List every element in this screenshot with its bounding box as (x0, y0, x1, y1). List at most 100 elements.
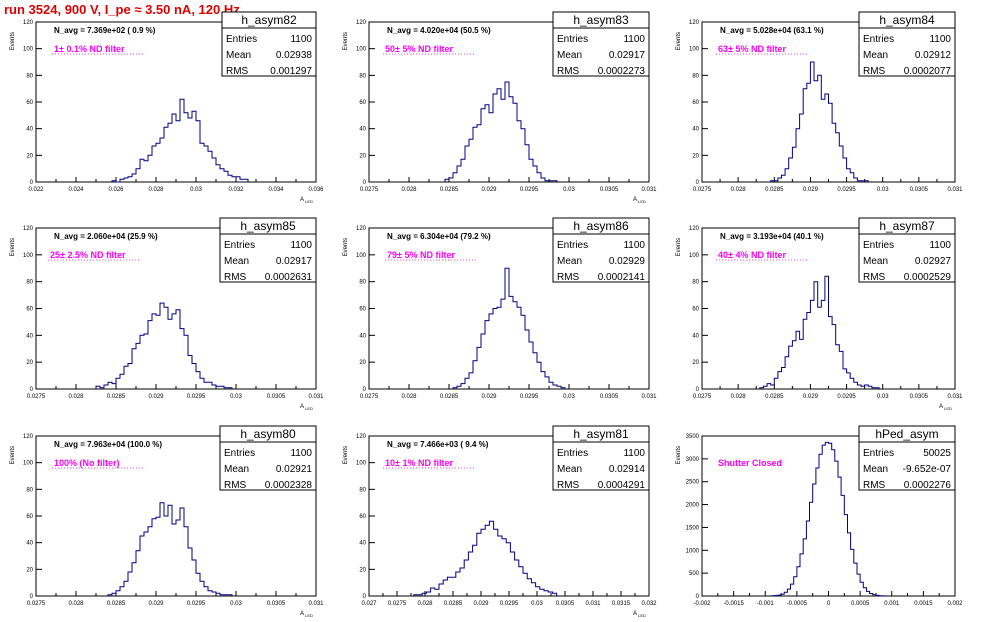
x-tick-label: 0.029 (473, 601, 489, 607)
stats-title: h_asym82 (241, 13, 297, 27)
filter-annotation: Shutter Closed (718, 458, 782, 468)
histogram-line (413, 520, 558, 596)
x-tick-label: 0.028 (731, 394, 747, 400)
y-tick-label: 80 (359, 280, 366, 286)
x-tick-label: 0.031 (641, 394, 657, 400)
y-axis-title: Events (10, 446, 16, 464)
x-tick-label: 0.001 (884, 601, 900, 607)
y-axis-title: Events (10, 238, 16, 256)
stats-title: h_asym87 (879, 219, 935, 233)
y-tick-label: 40 (692, 127, 699, 133)
x-tick-label: -0.002 (693, 601, 711, 607)
stats-box (219, 425, 317, 491)
stats-title: h_asym80 (240, 427, 296, 441)
y-tick-label: 0 (30, 387, 34, 393)
filter-annotation: 63± 5% ND filter (718, 44, 786, 54)
x-axis-title: A LED (300, 404, 313, 411)
panel-h_asym84: 0.0275 0.028 0.0285 0.029 0.0295 0.03 0.0305 0.… (676, 11, 963, 193)
stats-label: RMS (863, 66, 886, 77)
stats-value: 0.0002328 (265, 480, 313, 491)
filter-annotation: 50± 5% ND filter (385, 44, 453, 54)
x-tick-label: 0.032 (228, 187, 244, 193)
y-tick-label: 500 (689, 571, 700, 577)
y-tick-label: 60 (692, 307, 699, 313)
y-tick-label: 100 (689, 253, 700, 259)
stats-title: hPed_asym (875, 427, 938, 441)
panel-hPed_asym: -0.002 -0.0015 -0.001 -0.0005 0 0.0005 0.001 0.… (676, 425, 963, 607)
stats-label: Entries (863, 240, 894, 251)
y-axis-title: Events (343, 32, 349, 50)
stats-value: 0.02917 (276, 256, 313, 267)
stats-label: RMS (557, 66, 580, 77)
x-tick-label: 0.0305 (267, 601, 286, 607)
histogram-line (771, 441, 886, 597)
x-tick-label: 0.0305 (267, 394, 286, 400)
histogram-line (107, 502, 233, 596)
stats-value: 0.02938 (276, 50, 313, 61)
navg-label: N_avg = 3.193e+04 (40.1 %) (720, 232, 824, 241)
stats-box (552, 11, 650, 77)
y-tick-label: 100 (23, 47, 34, 53)
stats-label: Entries (224, 448, 255, 459)
x-tick-label: 0.029 (148, 601, 164, 607)
stats-value: 1100 (290, 240, 312, 251)
stats-title: h_asym86 (573, 219, 629, 233)
stats-value: 0.001297 (270, 66, 312, 77)
x-tick-label: 0.036 (308, 187, 324, 193)
x-tick-label: 0.029 (481, 394, 497, 400)
x-tick-label: 0.03 (230, 601, 242, 607)
y-tick-label: 80 (26, 487, 33, 493)
y-axis-title: Events (676, 32, 682, 50)
stats-value: 0.0002273 (598, 66, 646, 77)
x-tick-label: 0.0285 (440, 394, 459, 400)
stats-value: 0.02917 (609, 50, 646, 61)
panel-h_asym81: 0.027 0.0275 0.028 0.0285 0.029 0.0295 0.03 0.0… (343, 425, 657, 618)
x-tick-label: 0.0285 (765, 187, 784, 193)
x-tick-label: 0.026 (108, 187, 124, 193)
y-tick-label: 120 (689, 20, 700, 26)
y-tick-label: 2000 (686, 503, 700, 509)
y-tick-label: 120 (23, 20, 34, 26)
panel-h_asym85: 0.0275 0.028 0.0285 0.029 0.0295 0.03 0.0305 0.… (10, 217, 324, 411)
stats-value: 0.02927 (915, 256, 952, 267)
histogram-line (452, 267, 566, 389)
y-axis-title: Events (676, 238, 682, 256)
x-tick-label: 0.029 (148, 394, 164, 400)
stats-label: RMS (226, 66, 249, 77)
x-tick-label: 0.0285 (107, 601, 126, 607)
filter-annotation: 10± 1% ND filter (385, 458, 453, 468)
x-tick-label: 0.0285 (765, 394, 784, 400)
stats-label: Entries (557, 240, 588, 251)
stats-value: 1100 (290, 448, 312, 459)
y-tick-label: 0 (363, 180, 367, 186)
y-tick-label: 2500 (686, 480, 700, 486)
x-tick-label: 0.0295 (837, 394, 856, 400)
y-tick-label: 120 (356, 434, 367, 440)
y-tick-label: 100 (23, 253, 34, 259)
stats-box (552, 217, 650, 283)
stats-value: 0.0002077 (904, 66, 952, 77)
x-axis-title: A LED (633, 611, 646, 618)
filter-annotation: 79± 5% ND filter (387, 250, 455, 260)
histogram-line (759, 275, 880, 389)
stats-value: 50025 (923, 448, 951, 459)
stats-label: RMS (863, 272, 886, 283)
navg-label: N_avg = 2.060e+04 (25.9 %) (54, 232, 158, 241)
stats-label: Mean (863, 50, 888, 61)
panel-h_asym82: 0.022 0.024 0.026 0.028 0.03 0.032 0.034 0.036 0… (10, 11, 324, 204)
x-axis-title: A LED (633, 197, 646, 204)
x-tick-label: 0.028 (68, 394, 84, 400)
y-tick-label: 40 (359, 333, 366, 339)
x-tick-label: 0.0275 (360, 394, 379, 400)
stats-label: Mean (557, 256, 582, 267)
x-tick-label: 0.031 (641, 187, 657, 193)
histogram-line (111, 98, 249, 183)
y-tick-label: 0 (696, 180, 700, 186)
stats-label: Entries (557, 448, 588, 459)
y-tick-label: 40 (26, 127, 33, 133)
x-tick-label: 0.0285 (107, 394, 126, 400)
y-tick-label: 60 (692, 100, 699, 106)
stats-value: 0.02921 (276, 464, 313, 475)
y-tick-label: 0 (696, 594, 700, 600)
x-tick-label: 0.034 (268, 187, 284, 193)
